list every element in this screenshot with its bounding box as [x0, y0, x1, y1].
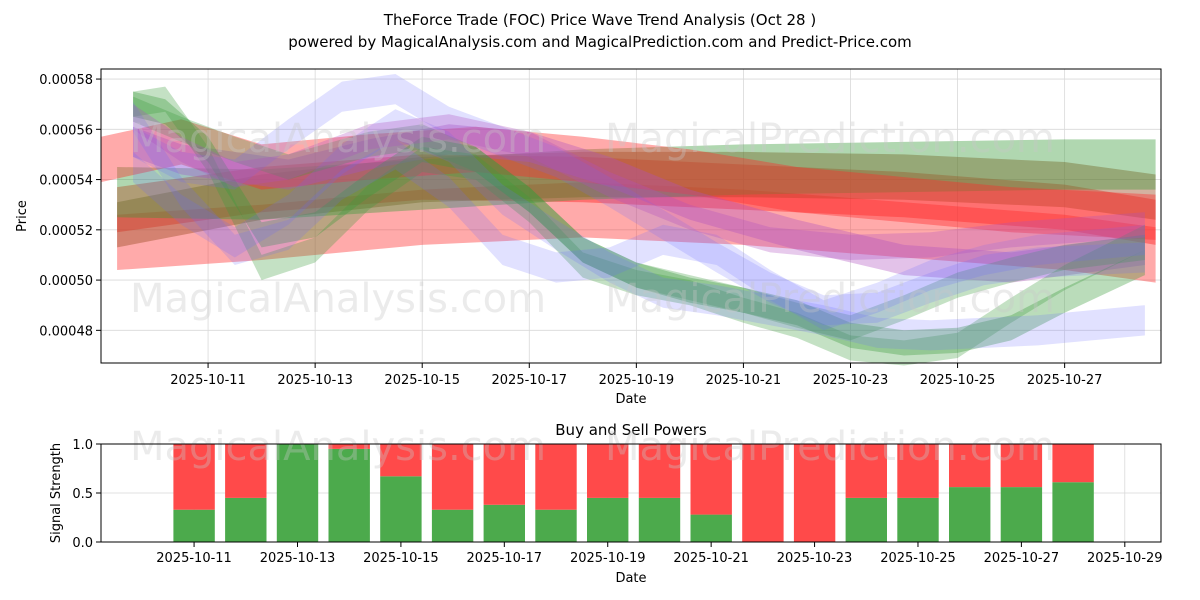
x-tick-label: 2025-10-17 [492, 373, 568, 388]
buy-bar [225, 497, 267, 542]
y-tick-label: 0.0 [72, 536, 93, 551]
buy-bar [380, 476, 422, 542]
buy-sell-title: Buy and Sell Powers [555, 421, 707, 439]
wave-band-purple-top [133, 124, 1145, 283]
price-grid [101, 69, 1161, 363]
wave-band-brown-band [117, 151, 1156, 248]
chart-title: TheForce Trade (FOC) Price Wave Trend An… [383, 11, 816, 29]
x-tick-label: 2025-10-11 [170, 373, 246, 388]
wave-band-purple-wave [133, 104, 1145, 260]
wave-band-blue-wave-3 [133, 101, 1145, 331]
x-tick-label: 2025-10-25 [920, 373, 996, 388]
x-tick-label: 2025-10-27 [984, 551, 1060, 566]
buy-sell-y-axis: 0.0 0.5 1.0 [72, 438, 101, 551]
sell-bar [897, 444, 939, 498]
x-tick-label: 2025-10-13 [260, 551, 336, 566]
x-tick-label: 2025-10-15 [384, 373, 460, 388]
y-tick-label: 0.00054 [39, 174, 93, 189]
buy-sell-y-axis-label: Signal Strength [49, 443, 64, 543]
sell-bar [225, 444, 267, 498]
y-tick-label: 0.00050 [39, 274, 93, 289]
buy-sell-x-axis: 2025-10-11 2025-10-13 2025-10-15 2025-10-17… [156, 542, 1163, 566]
x-tick-label: 2025-10-11 [156, 551, 232, 566]
sell-bar [587, 444, 629, 498]
buy-bar [328, 448, 370, 542]
watermark: MagicalPrediction.com [605, 116, 1055, 162]
sell-bar [483, 444, 525, 505]
x-tick-label: 2025-10-15 [363, 551, 439, 566]
buy-bar [1000, 487, 1043, 542]
y-tick-label: 0.00056 [39, 123, 93, 138]
buy-bar [1052, 482, 1094, 542]
wave-band-green-top [117, 139, 1156, 220]
sell-bar [1000, 444, 1043, 488]
sell-bar [793, 444, 836, 542]
sell-bar [431, 444, 474, 510]
x-tick-label: 2025-10-29 [1087, 551, 1163, 566]
sell-bar [380, 444, 422, 477]
price-plot-frame [100, 68, 1162, 364]
buy-bar [173, 509, 215, 542]
y-tick-label: 0.00048 [39, 324, 93, 339]
buy-sell-watermarks: MagicalAnalysis.com MagicalPrediction.co… [130, 424, 1055, 470]
x-tick-label: 2025-10-23 [777, 551, 853, 566]
buy-bar [638, 497, 681, 542]
price-y-axis-label: Price [15, 200, 30, 232]
x-tick-label: 2025-10-13 [277, 373, 353, 388]
sell-bar [949, 444, 991, 488]
buy-sell-x-axis-label: Date [615, 571, 646, 586]
wave-band-blue-wave-1 [133, 74, 1145, 326]
wave-band-red-mid [117, 154, 1156, 245]
price-watermarks: MagicalAnalysis.com MagicalPrediction.co… [130, 116, 1055, 322]
price-y-axis: 0.00048 0.00050 0.00052 0.00054 0.00056 0.000… [39, 73, 101, 339]
x-tick-label: 2025-10-19 [570, 551, 646, 566]
y-tick-label: 1.0 [72, 438, 93, 453]
wave-band-blue-wave-2 [133, 109, 1145, 351]
sell-bar [328, 444, 370, 449]
price-x-axis-label: Date [615, 392, 646, 407]
watermark: MagicalAnalysis.com [130, 424, 546, 470]
buy-sell-bars [173, 444, 1094, 542]
x-tick-label: 2025-10-17 [467, 551, 543, 566]
wave-band-green-wave-2 [133, 86, 1145, 366]
sell-bar [845, 444, 887, 498]
wave-band-red-lower [117, 182, 1156, 283]
sell-bar [173, 444, 215, 510]
x-tick-label: 2025-10-23 [813, 373, 889, 388]
sell-bar [742, 444, 784, 542]
x-tick-label: 2025-10-21 [673, 551, 749, 566]
y-tick-label: 0.5 [72, 487, 93, 502]
watermark: MagicalPrediction.com [605, 424, 1055, 470]
buy-bar [535, 509, 577, 542]
buy-bar [897, 497, 939, 542]
buy-bar [690, 514, 732, 542]
y-tick-label: 0.00052 [39, 224, 93, 239]
watermark: MagicalPrediction.com [605, 276, 1055, 322]
x-tick-label: 2025-10-21 [706, 373, 782, 388]
buy-bar [431, 509, 474, 542]
buy-bar [845, 497, 887, 542]
sell-bar [638, 444, 681, 498]
buy-sell-plot: Buy and Sell Powers MagicalAnalysis.com … [49, 421, 1163, 586]
watermark: MagicalAnalysis.com [130, 276, 546, 322]
price-wave-bands [101, 74, 1156, 366]
watermark: MagicalAnalysis.com [130, 116, 546, 162]
buy-bar [276, 444, 319, 542]
buy-bar [483, 504, 525, 542]
chart-subtitle: powered by MagicalAnalysis.com and Magic… [288, 33, 912, 51]
x-tick-label: 2025-10-25 [880, 551, 956, 566]
x-tick-label: 2025-10-27 [1027, 373, 1103, 388]
sell-bar [1052, 444, 1094, 483]
price-x-axis: 2025-10-11 2025-10-13 2025-10-15 2025-10-17… [170, 363, 1102, 388]
sell-bar [535, 444, 577, 510]
buy-bar [949, 487, 991, 542]
wave-band-red-high [101, 119, 1156, 240]
buy-bar [587, 497, 629, 542]
x-tick-label: 2025-10-19 [599, 373, 675, 388]
y-tick-label: 0.00058 [39, 73, 93, 88]
price-wave-plot: MagicalAnalysis.com MagicalPrediction.co… [15, 68, 1162, 407]
sell-bar [690, 444, 732, 515]
